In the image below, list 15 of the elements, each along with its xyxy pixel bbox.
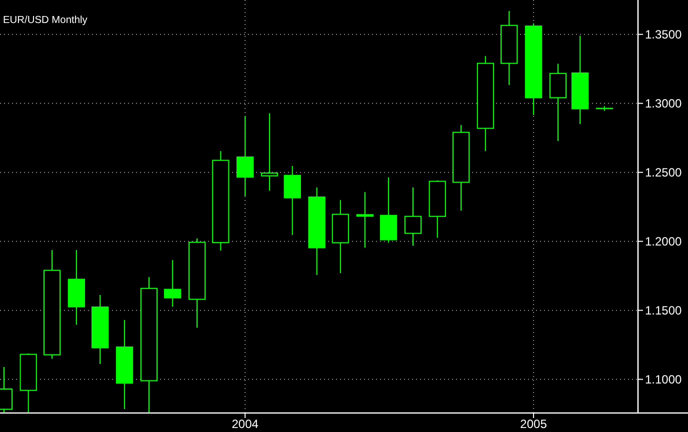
y-tick-label: 1.1500	[645, 304, 682, 318]
candlestick	[164, 260, 182, 308]
y-tick-label: 1.1000	[645, 372, 682, 387]
x-tick-label: 2004	[232, 417, 259, 431]
candlestick	[260, 112, 278, 192]
y-tick-label: 1.2500	[645, 166, 682, 180]
candlestick	[404, 186, 422, 246]
y-tick-label: 1.3500	[645, 28, 682, 42]
candlestick	[236, 116, 254, 197]
x-tick-label: 2005	[520, 417, 548, 431]
candlestick	[356, 192, 374, 248]
candlestick	[284, 165, 301, 236]
y-tick-label: 1.3000	[645, 96, 682, 111]
y-tick-label: 1.2000	[645, 234, 682, 249]
text: EUR/USD Monthly	[3, 15, 88, 26]
